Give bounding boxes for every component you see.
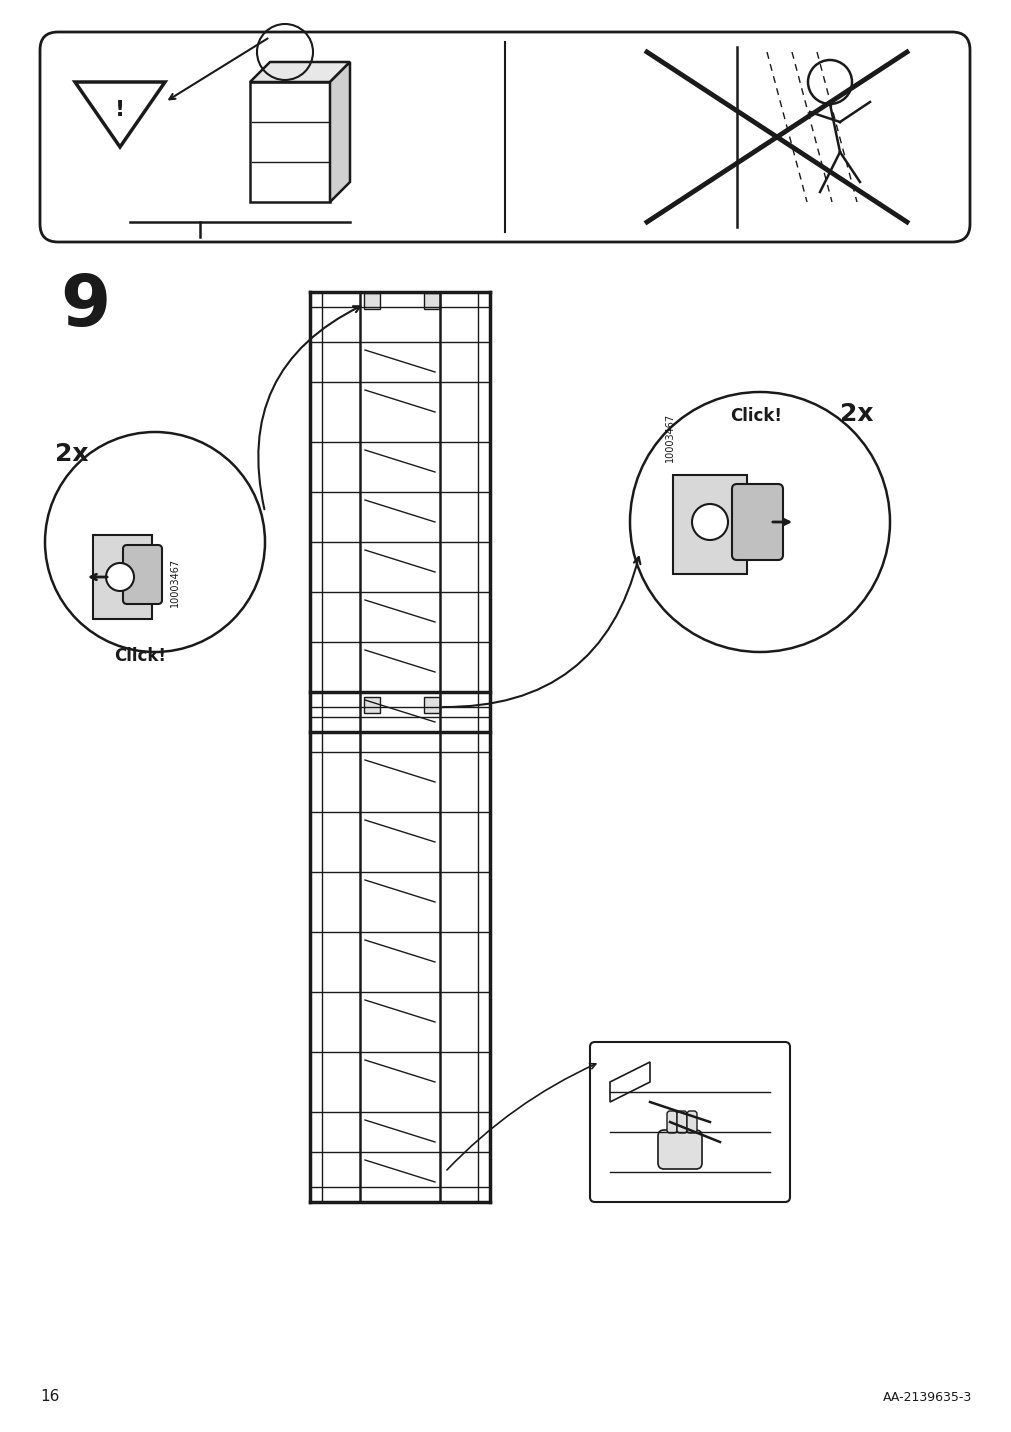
FancyBboxPatch shape [123,546,162,604]
Circle shape [106,563,133,591]
Polygon shape [75,82,165,147]
FancyBboxPatch shape [666,1111,676,1133]
Text: !: ! [115,100,125,120]
Text: 10003467: 10003467 [170,558,180,607]
FancyBboxPatch shape [364,294,379,309]
Circle shape [692,504,727,540]
FancyBboxPatch shape [731,484,783,560]
Text: Click!: Click! [114,647,166,664]
FancyArrowPatch shape [443,557,640,707]
Text: Click!: Click! [729,407,782,425]
Polygon shape [250,62,350,82]
FancyBboxPatch shape [424,294,440,309]
FancyBboxPatch shape [657,1130,702,1169]
FancyBboxPatch shape [93,536,152,619]
Text: 2x: 2x [839,402,872,425]
FancyBboxPatch shape [672,475,746,574]
Text: AA-2139635-3: AA-2139635-3 [882,1390,971,1403]
Text: 10003467: 10003467 [664,412,674,463]
FancyArrowPatch shape [447,1064,595,1170]
Text: 2x: 2x [55,442,88,465]
FancyBboxPatch shape [686,1111,697,1133]
Text: 9: 9 [60,272,110,341]
FancyBboxPatch shape [424,697,440,713]
FancyArrowPatch shape [258,306,360,510]
Text: 16: 16 [40,1389,60,1403]
FancyBboxPatch shape [676,1111,686,1133]
FancyBboxPatch shape [364,697,379,713]
Polygon shape [330,62,350,202]
